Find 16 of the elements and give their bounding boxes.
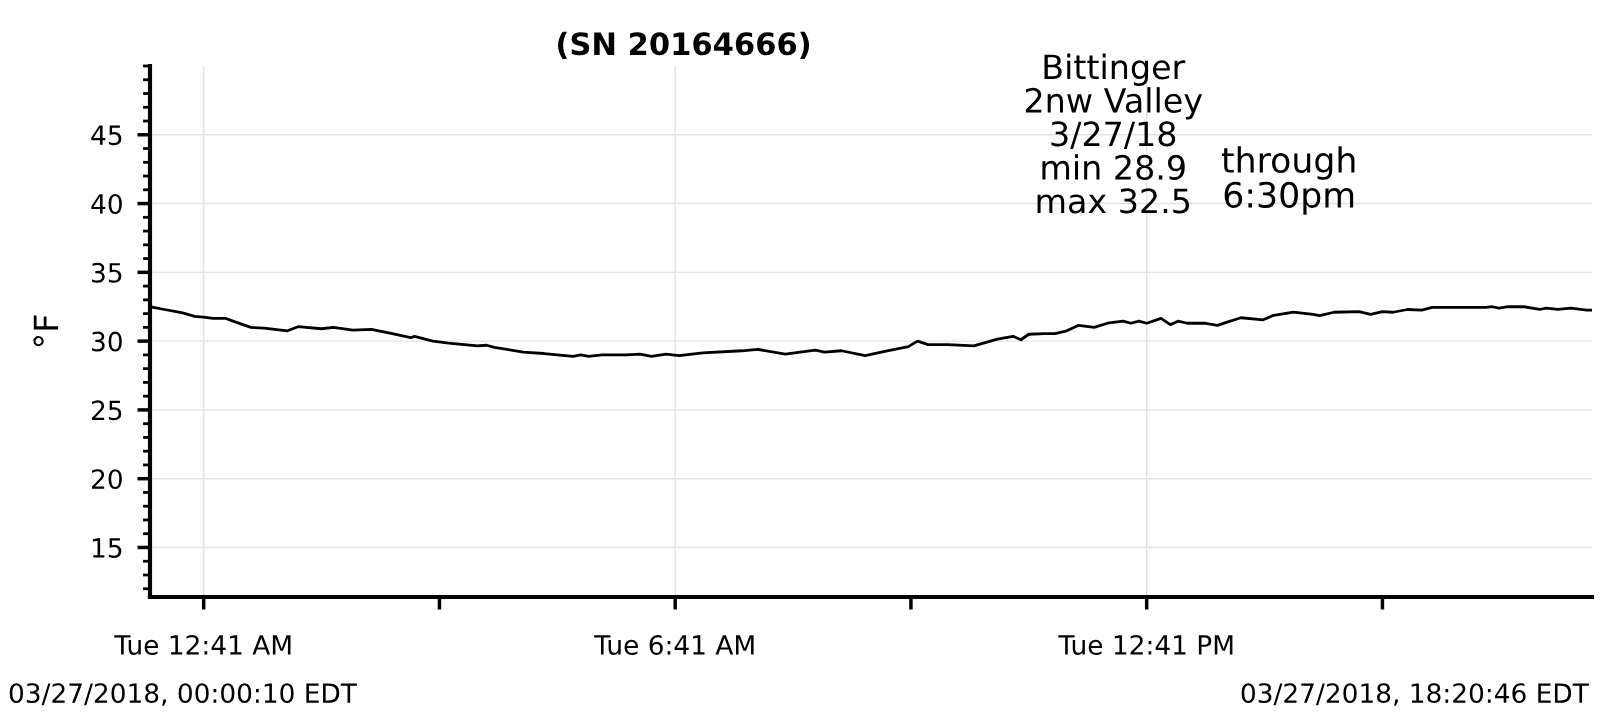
x-tick-label: Tue 12:41 AM (114, 634, 291, 655)
y-tick-label: 35 (92, 262, 122, 283)
y-tick-label: 25 (91, 400, 122, 421)
text: 03/27/2018, 18:20:46 EDT (1241, 683, 1589, 706)
x-tick-label: Tue 6:41 AM (594, 634, 754, 655)
y-tick-label: 15 (92, 538, 122, 558)
chart-title: (SN 20164666) (558, 31, 810, 59)
y-tick-label: 30 (92, 331, 122, 352)
x-tick-label: Tue 12:41 PM (1058, 634, 1233, 655)
y-tick-label: 40 (91, 194, 122, 214)
y-tick-label: 45 (91, 125, 122, 146)
y-tick-label: 20 (91, 469, 122, 490)
annotation: through 6:30pm (1221, 146, 1355, 215)
annotation: Bittinger 2nw Valley 3/27/18 min 28.9 max 32.5 (1025, 53, 1203, 214)
y-axis-title: °F (33, 315, 59, 347)
text: 03/27/2018, 00:00:10 EDT (9, 683, 357, 706)
